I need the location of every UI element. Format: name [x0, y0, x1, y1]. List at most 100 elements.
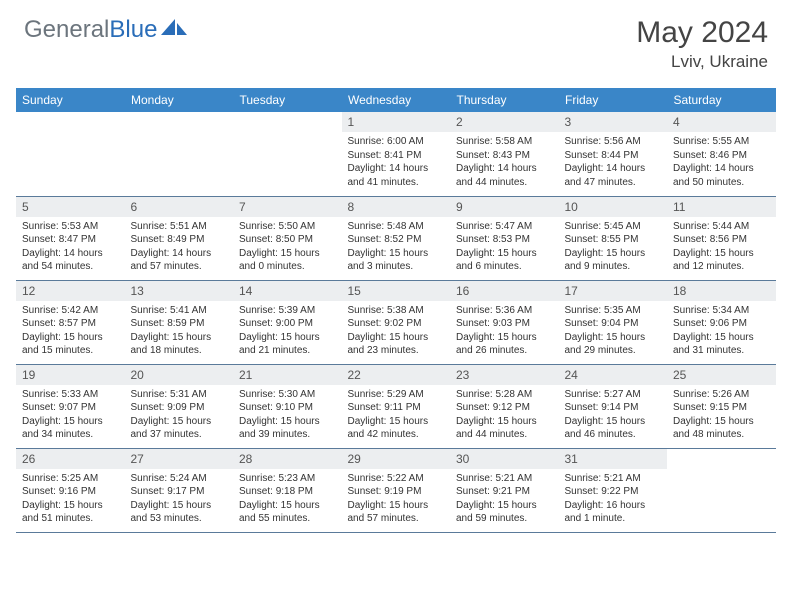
day-number: 7	[233, 197, 342, 217]
calendar-head: SundayMondayTuesdayWednesdayThursdayFrid…	[16, 88, 776, 112]
calendar-cell: 22Sunrise: 5:29 AMSunset: 9:11 PMDayligh…	[342, 364, 451, 448]
day-info: Sunrise: 5:55 AMSunset: 8:46 PMDaylight:…	[667, 132, 776, 192]
day-info: Sunrise: 5:58 AMSunset: 8:43 PMDaylight:…	[450, 132, 559, 192]
day-number: 11	[667, 197, 776, 217]
calendar-cell-empty	[16, 112, 125, 196]
calendar-cell: 29Sunrise: 5:22 AMSunset: 9:19 PMDayligh…	[342, 448, 451, 532]
day-number: 24	[559, 365, 668, 385]
calendar-cell: 10Sunrise: 5:45 AMSunset: 8:55 PMDayligh…	[559, 196, 668, 280]
logo-sail-icon	[161, 16, 187, 44]
day-number: 16	[450, 281, 559, 301]
calendar-row: 19Sunrise: 5:33 AMSunset: 9:07 PMDayligh…	[16, 364, 776, 448]
day-info: Sunrise: 5:44 AMSunset: 8:56 PMDaylight:…	[667, 217, 776, 277]
day-number: 8	[342, 197, 451, 217]
day-info: Sunrise: 5:41 AMSunset: 8:59 PMDaylight:…	[125, 301, 234, 361]
day-number: 14	[233, 281, 342, 301]
calendar-cell: 8Sunrise: 5:48 AMSunset: 8:52 PMDaylight…	[342, 196, 451, 280]
calendar-cell: 16Sunrise: 5:36 AMSunset: 9:03 PMDayligh…	[450, 280, 559, 364]
day-number: 19	[16, 365, 125, 385]
day-number: 31	[559, 449, 668, 469]
day-number: 2	[450, 112, 559, 132]
day-number: 18	[667, 281, 776, 301]
day-number: 20	[125, 365, 234, 385]
day-info: Sunrise: 5:21 AMSunset: 9:22 PMDaylight:…	[559, 469, 668, 529]
calendar-cell: 20Sunrise: 5:31 AMSunset: 9:09 PMDayligh…	[125, 364, 234, 448]
calendar-cell: 4Sunrise: 5:55 AMSunset: 8:46 PMDaylight…	[667, 112, 776, 196]
calendar-row: 26Sunrise: 5:25 AMSunset: 9:16 PMDayligh…	[16, 448, 776, 532]
calendar-row: 1Sunrise: 6:00 AMSunset: 8:41 PMDaylight…	[16, 112, 776, 196]
calendar-cell: 1Sunrise: 6:00 AMSunset: 8:41 PMDaylight…	[342, 112, 451, 196]
calendar-cell-empty	[233, 112, 342, 196]
day-info: Sunrise: 5:45 AMSunset: 8:55 PMDaylight:…	[559, 217, 668, 277]
calendar-cell: 31Sunrise: 5:21 AMSunset: 9:22 PMDayligh…	[559, 448, 668, 532]
weekday-header: Thursday	[450, 88, 559, 112]
day-info: Sunrise: 5:21 AMSunset: 9:21 PMDaylight:…	[450, 469, 559, 529]
calendar-row: 5Sunrise: 5:53 AMSunset: 8:47 PMDaylight…	[16, 196, 776, 280]
day-info: Sunrise: 5:51 AMSunset: 8:49 PMDaylight:…	[125, 217, 234, 277]
day-info: Sunrise: 5:23 AMSunset: 9:18 PMDaylight:…	[233, 469, 342, 529]
day-info: Sunrise: 5:38 AMSunset: 9:02 PMDaylight:…	[342, 301, 451, 361]
calendar-cell: 9Sunrise: 5:47 AMSunset: 8:53 PMDaylight…	[450, 196, 559, 280]
weekday-header: Friday	[559, 88, 668, 112]
calendar-cell: 19Sunrise: 5:33 AMSunset: 9:07 PMDayligh…	[16, 364, 125, 448]
calendar-cell: 28Sunrise: 5:23 AMSunset: 9:18 PMDayligh…	[233, 448, 342, 532]
calendar-cell: 14Sunrise: 5:39 AMSunset: 9:00 PMDayligh…	[233, 280, 342, 364]
weekday-header: Wednesday	[342, 88, 451, 112]
weekday-header: Sunday	[16, 88, 125, 112]
day-info: Sunrise: 5:35 AMSunset: 9:04 PMDaylight:…	[559, 301, 668, 361]
day-info: Sunrise: 5:29 AMSunset: 9:11 PMDaylight:…	[342, 385, 451, 445]
calendar-cell: 12Sunrise: 5:42 AMSunset: 8:57 PMDayligh…	[16, 280, 125, 364]
day-info: Sunrise: 5:25 AMSunset: 9:16 PMDaylight:…	[16, 469, 125, 529]
day-number: 3	[559, 112, 668, 132]
day-info: Sunrise: 5:24 AMSunset: 9:17 PMDaylight:…	[125, 469, 234, 529]
day-number: 12	[16, 281, 125, 301]
calendar-cell: 27Sunrise: 5:24 AMSunset: 9:17 PMDayligh…	[125, 448, 234, 532]
day-info: Sunrise: 5:28 AMSunset: 9:12 PMDaylight:…	[450, 385, 559, 445]
calendar-cell: 18Sunrise: 5:34 AMSunset: 9:06 PMDayligh…	[667, 280, 776, 364]
day-number: 4	[667, 112, 776, 132]
calendar-cell: 2Sunrise: 5:58 AMSunset: 8:43 PMDaylight…	[450, 112, 559, 196]
day-number: 6	[125, 197, 234, 217]
calendar-cell: 21Sunrise: 5:30 AMSunset: 9:10 PMDayligh…	[233, 364, 342, 448]
day-number: 26	[16, 449, 125, 469]
day-info: Sunrise: 5:56 AMSunset: 8:44 PMDaylight:…	[559, 132, 668, 192]
day-number: 21	[233, 365, 342, 385]
calendar-cell: 30Sunrise: 5:21 AMSunset: 9:21 PMDayligh…	[450, 448, 559, 532]
day-info: Sunrise: 5:53 AMSunset: 8:47 PMDaylight:…	[16, 217, 125, 277]
day-info: Sunrise: 6:00 AMSunset: 8:41 PMDaylight:…	[342, 132, 451, 192]
calendar-cell-empty	[667, 448, 776, 532]
day-info: Sunrise: 5:39 AMSunset: 9:00 PMDaylight:…	[233, 301, 342, 361]
day-info: Sunrise: 5:31 AMSunset: 9:09 PMDaylight:…	[125, 385, 234, 445]
calendar-cell: 15Sunrise: 5:38 AMSunset: 9:02 PMDayligh…	[342, 280, 451, 364]
day-info: Sunrise: 5:34 AMSunset: 9:06 PMDaylight:…	[667, 301, 776, 361]
calendar-cell: 23Sunrise: 5:28 AMSunset: 9:12 PMDayligh…	[450, 364, 559, 448]
logo-text-blue: Blue	[109, 16, 157, 44]
logo: GeneralBlue	[24, 16, 187, 44]
day-info: Sunrise: 5:27 AMSunset: 9:14 PMDaylight:…	[559, 385, 668, 445]
weekday-header: Saturday	[667, 88, 776, 112]
day-info: Sunrise: 5:47 AMSunset: 8:53 PMDaylight:…	[450, 217, 559, 277]
calendar-cell: 26Sunrise: 5:25 AMSunset: 9:16 PMDayligh…	[16, 448, 125, 532]
day-number: 22	[342, 365, 451, 385]
day-info: Sunrise: 5:42 AMSunset: 8:57 PMDaylight:…	[16, 301, 125, 361]
calendar-table: SundayMondayTuesdayWednesdayThursdayFrid…	[16, 88, 776, 533]
day-info: Sunrise: 5:30 AMSunset: 9:10 PMDaylight:…	[233, 385, 342, 445]
month-title: May 2024	[636, 16, 768, 50]
day-number: 25	[667, 365, 776, 385]
day-number: 28	[233, 449, 342, 469]
calendar-cell: 24Sunrise: 5:27 AMSunset: 9:14 PMDayligh…	[559, 364, 668, 448]
day-info: Sunrise: 5:26 AMSunset: 9:15 PMDaylight:…	[667, 385, 776, 445]
calendar-cell-empty	[125, 112, 234, 196]
calendar-body: 1Sunrise: 6:00 AMSunset: 8:41 PMDaylight…	[16, 112, 776, 532]
day-number: 9	[450, 197, 559, 217]
day-number: 13	[125, 281, 234, 301]
day-number: 1	[342, 112, 451, 132]
calendar-cell: 13Sunrise: 5:41 AMSunset: 8:59 PMDayligh…	[125, 280, 234, 364]
calendar-cell: 3Sunrise: 5:56 AMSunset: 8:44 PMDaylight…	[559, 112, 668, 196]
day-number: 5	[16, 197, 125, 217]
header: GeneralBlue May 2024 Lviv, Ukraine	[0, 0, 792, 80]
calendar-cell: 7Sunrise: 5:50 AMSunset: 8:50 PMDaylight…	[233, 196, 342, 280]
day-number: 10	[559, 197, 668, 217]
day-info: Sunrise: 5:36 AMSunset: 9:03 PMDaylight:…	[450, 301, 559, 361]
location: Lviv, Ukraine	[636, 52, 768, 72]
